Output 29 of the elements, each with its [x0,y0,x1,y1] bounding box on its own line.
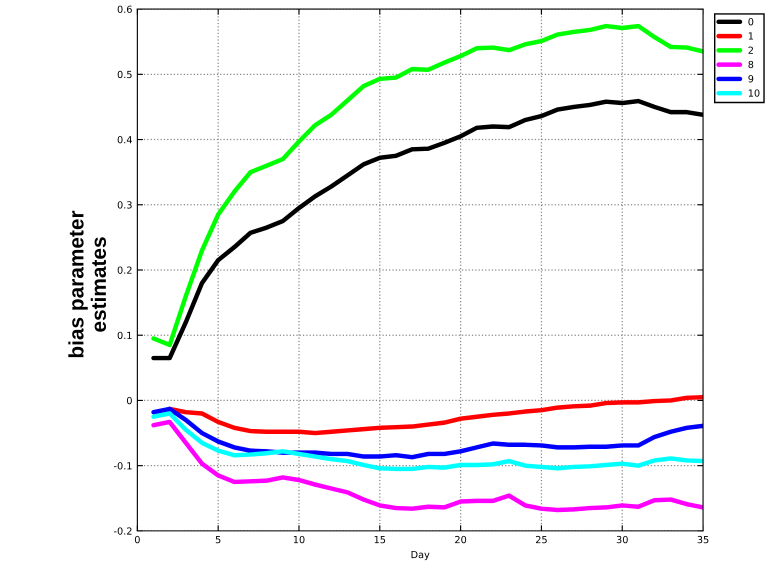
y-tick-label: 0.6 [118,6,132,13]
legend-label: 1 [748,32,754,40]
x-tick-label: 0 [134,536,140,544]
y-tick-label: -0.2 [114,527,132,535]
y-tick-label: 0 [126,396,132,404]
y-tick-label: 0.3 [118,201,132,209]
legend-label: 2 [748,46,753,54]
legend-label: 9 [748,75,754,82]
x-axis-title: Day [412,551,430,560]
y-axis-title: bias parameter estimates [68,210,106,358]
x-tick-label: 25 [536,536,547,544]
legend-label: 0 [748,18,754,26]
x-tick-label: 10 [294,536,305,544]
y-tick-label: 0.1 [118,332,132,340]
y-tick-label: 0.4 [118,136,132,144]
x-tick-label: 5 [216,536,220,544]
y-tick-label: 0.2 [118,266,132,274]
x-tick-label: 20 [455,536,466,544]
line-series [151,411,704,472]
line-series [151,24,704,348]
x-tick-label: 30 [616,536,628,544]
line-series [151,406,704,460]
legend-label: 10 [748,89,760,97]
y-tick-label: 0.5 [118,70,132,78]
y-tick-label: -0.1 [114,462,132,470]
x-tick-label: 15 [374,536,386,544]
legend-label: 8 [748,60,754,68]
line-series [151,420,704,512]
x-tick-label: 35 [698,536,708,544]
